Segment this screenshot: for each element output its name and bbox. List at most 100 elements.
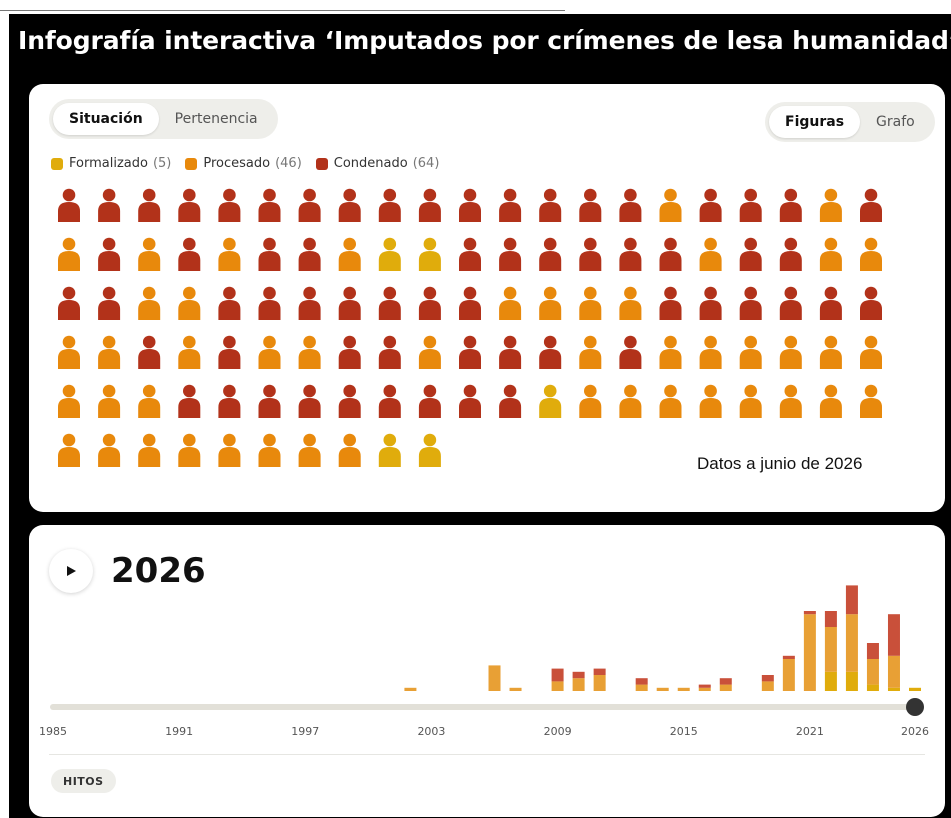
figure-procesado[interactable] xyxy=(739,384,762,418)
tab-grafo[interactable]: Grafo xyxy=(876,114,915,130)
timeline-bar[interactable] xyxy=(551,668,564,691)
figure-formalizado[interactable] xyxy=(418,237,441,271)
figure-condenado[interactable] xyxy=(338,188,361,222)
tab-situacion[interactable]: Situación xyxy=(53,103,159,135)
figure-condenado[interactable] xyxy=(338,384,361,418)
figure-condenado[interactable] xyxy=(298,237,321,271)
figure-condenado[interactable] xyxy=(378,188,401,222)
figure-procesado[interactable] xyxy=(819,188,842,222)
figure-condenado[interactable] xyxy=(539,188,562,222)
figure-procesado[interactable] xyxy=(659,335,682,369)
figure-condenado[interactable] xyxy=(258,188,281,222)
figure-condenado[interactable] xyxy=(58,188,80,222)
figure-condenado[interactable] xyxy=(459,188,481,222)
figure-procesado[interactable] xyxy=(579,384,602,418)
figure-condenado[interactable] xyxy=(178,237,201,271)
legend-item-formalizado[interactable]: Formalizado (5) xyxy=(51,156,171,171)
figure-procesado[interactable] xyxy=(699,335,722,369)
figure-procesado[interactable] xyxy=(819,335,842,369)
figure-condenado[interactable] xyxy=(860,188,882,222)
figure-condenado[interactable] xyxy=(378,384,401,418)
figure-condenado[interactable] xyxy=(779,237,802,271)
timeline-bar[interactable] xyxy=(761,675,774,691)
figure-procesado[interactable] xyxy=(739,335,762,369)
timeline-bar[interactable] xyxy=(845,585,858,691)
figure-procesado[interactable] xyxy=(258,433,281,467)
figure-condenado[interactable] xyxy=(699,188,722,222)
figure-condenado[interactable] xyxy=(619,188,642,222)
figure-condenado[interactable] xyxy=(218,335,241,369)
figure-procesado[interactable] xyxy=(178,335,201,369)
figure-condenado[interactable] xyxy=(779,188,802,222)
figure-condenado[interactable] xyxy=(258,384,281,418)
figure-condenado[interactable] xyxy=(459,286,481,320)
figure-condenado[interactable] xyxy=(499,384,522,418)
figure-procesado[interactable] xyxy=(138,237,161,271)
figure-condenado[interactable] xyxy=(138,188,161,222)
figure-formalizado[interactable] xyxy=(539,384,562,418)
tab-pertenencia[interactable]: Pertenencia xyxy=(174,111,258,127)
figure-condenado[interactable] xyxy=(378,335,401,369)
figure-condenado[interactable] xyxy=(418,188,441,222)
figure-procesado[interactable] xyxy=(779,335,802,369)
figure-procesado[interactable] xyxy=(218,237,241,271)
figure-condenado[interactable] xyxy=(539,237,562,271)
figure-condenado[interactable] xyxy=(860,286,882,320)
timeline-bar[interactable] xyxy=(824,611,837,691)
figure-procesado[interactable] xyxy=(699,384,722,418)
figure-condenado[interactable] xyxy=(218,384,241,418)
hitos-button[interactable]: HITOS xyxy=(51,769,116,793)
figure-procesado[interactable] xyxy=(338,433,361,467)
figure-condenado[interactable] xyxy=(298,384,321,418)
figure-condenado[interactable] xyxy=(218,286,241,320)
figure-formalizado[interactable] xyxy=(378,433,401,467)
timeline-bar[interactable] xyxy=(866,643,879,691)
figure-procesado[interactable] xyxy=(499,286,522,320)
figure-condenado[interactable] xyxy=(779,286,802,320)
figure-procesado[interactable] xyxy=(699,237,722,271)
legend-item-condenado[interactable]: Condenado (64) xyxy=(315,156,439,171)
timeline-bar[interactable] xyxy=(698,684,711,691)
figure-procesado[interactable] xyxy=(178,286,201,320)
timeline-bar[interactable] xyxy=(887,614,900,691)
figure-procesado[interactable] xyxy=(338,237,361,271)
figure-condenado[interactable] xyxy=(298,188,321,222)
figure-condenado[interactable] xyxy=(739,188,762,222)
figure-condenado[interactable] xyxy=(218,188,241,222)
figure-procesado[interactable] xyxy=(819,237,842,271)
figure-procesado[interactable] xyxy=(860,335,882,369)
timeline-bar[interactable] xyxy=(404,687,417,691)
figure-condenado[interactable] xyxy=(739,286,762,320)
figure-procesado[interactable] xyxy=(178,433,201,467)
timeline-bar[interactable] xyxy=(909,687,921,691)
figure-condenado[interactable] xyxy=(138,335,161,369)
figure-condenado[interactable] xyxy=(579,188,602,222)
figure-procesado[interactable] xyxy=(98,384,121,418)
figure-condenado[interactable] xyxy=(699,286,722,320)
figure-condenado[interactable] xyxy=(338,335,361,369)
figure-condenado[interactable] xyxy=(178,384,201,418)
figure-condenado[interactable] xyxy=(98,286,121,320)
figure-procesado[interactable] xyxy=(619,286,642,320)
figure-procesado[interactable] xyxy=(619,384,642,418)
legend-item-procesado[interactable]: Procesado (46) xyxy=(185,156,302,171)
timeline-bar[interactable] xyxy=(677,687,690,691)
figure-procesado[interactable] xyxy=(539,286,562,320)
figure-formalizado[interactable] xyxy=(378,237,401,271)
figure-procesado[interactable] xyxy=(298,335,321,369)
figure-condenado[interactable] xyxy=(499,335,522,369)
figure-condenado[interactable] xyxy=(178,188,201,222)
figure-condenado[interactable] xyxy=(258,286,281,320)
figure-procesado[interactable] xyxy=(819,384,842,418)
figure-condenado[interactable] xyxy=(539,335,562,369)
figure-condenado[interactable] xyxy=(338,286,361,320)
timeline-bar[interactable] xyxy=(803,611,816,691)
timeline-bar[interactable] xyxy=(572,671,585,691)
timeline-bar[interactable] xyxy=(656,687,669,691)
figure-condenado[interactable] xyxy=(659,237,682,271)
figure-procesado[interactable] xyxy=(779,384,802,418)
figure-procesado[interactable] xyxy=(138,286,161,320)
figure-procesado[interactable] xyxy=(258,335,281,369)
figure-condenado[interactable] xyxy=(459,335,481,369)
tab-figuras[interactable]: Figuras xyxy=(769,106,861,138)
